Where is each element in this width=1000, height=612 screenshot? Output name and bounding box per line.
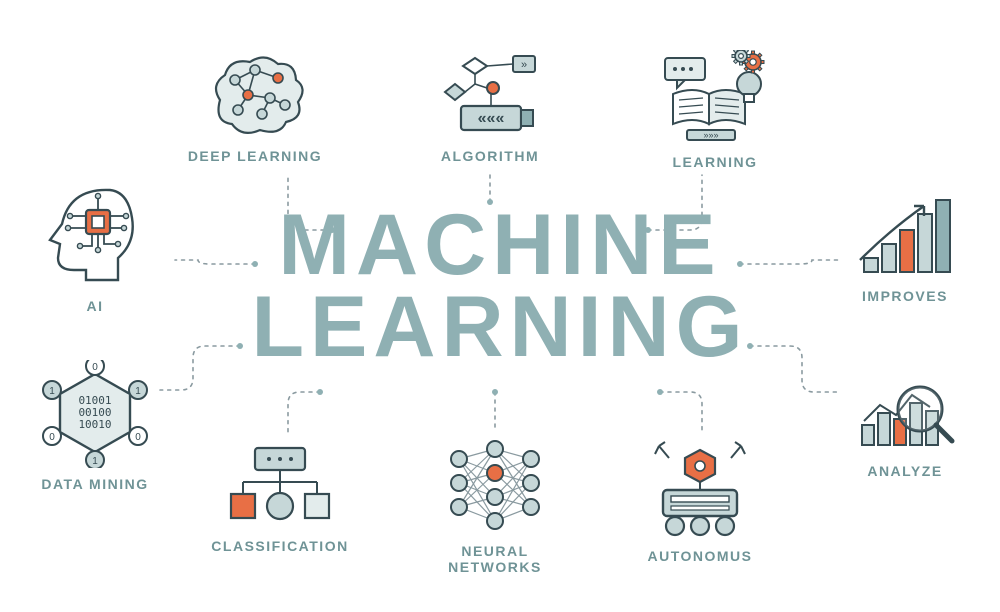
classify-icon xyxy=(205,440,355,530)
data-hex-icon: 010010010010010010101 xyxy=(35,360,155,468)
node-classification: CLASSIFICATION xyxy=(205,440,355,554)
svg-text:0: 0 xyxy=(49,432,55,443)
node-analyze: ANALYZE xyxy=(845,365,965,479)
svg-text:»»»: »»» xyxy=(703,130,718,140)
svg-text:1: 1 xyxy=(135,386,141,397)
main-title: MACHINE LEARNING xyxy=(130,205,870,368)
node-label: IMPROVES xyxy=(845,288,965,304)
bars-up-icon xyxy=(845,190,965,280)
svg-text:«««: ««« xyxy=(478,110,505,127)
svg-text:1: 1 xyxy=(92,456,98,467)
node-ai: AI xyxy=(35,180,155,314)
node-improves: IMPROVES xyxy=(845,190,965,304)
node-label: AI xyxy=(35,298,155,314)
learning-icon: »»» xyxy=(645,50,785,146)
svg-text:10010: 10010 xyxy=(78,418,111,431)
title-line-1: MACHINE xyxy=(130,205,870,287)
node-learning: »»» LEARNING xyxy=(645,50,785,170)
svg-text:0: 0 xyxy=(135,432,141,443)
node-label: LEARNING xyxy=(645,154,785,170)
node-algorithm: » ««« ALGORITHM xyxy=(420,50,560,164)
brain-icon xyxy=(185,50,325,140)
node-neural-networks: NEURAL NETWORKS xyxy=(420,435,570,575)
node-label: ALGORITHM xyxy=(420,148,560,164)
node-deep-learning: DEEP LEARNING xyxy=(185,50,325,164)
node-label: NEURAL NETWORKS xyxy=(420,543,570,575)
node-label: CLASSIFICATION xyxy=(205,538,355,554)
node-autonomus: AUTONOMUS xyxy=(625,440,775,564)
node-label: ANALYZE xyxy=(845,463,965,479)
node-label: DEEP LEARNING xyxy=(185,148,325,164)
robot-icon xyxy=(625,440,775,540)
title-line-2: LEARNING xyxy=(130,287,870,369)
node-label: DATA MINING xyxy=(35,476,155,492)
analyze-icon xyxy=(845,365,965,455)
ai-head-icon xyxy=(35,180,155,290)
node-data-mining: 010010010010010010101DATA MINING xyxy=(35,360,155,492)
algorithm-icon: » ««« xyxy=(420,50,560,140)
svg-text:0: 0 xyxy=(92,362,98,373)
infographic-canvas: MACHINE LEARNING DEEP LEARNING » ««« ALGORI… xyxy=(0,0,1000,612)
neural-icon xyxy=(420,435,570,535)
svg-text:»: » xyxy=(521,59,527,71)
svg-text:1: 1 xyxy=(49,386,55,397)
node-label: AUTONOMUS xyxy=(625,548,775,564)
